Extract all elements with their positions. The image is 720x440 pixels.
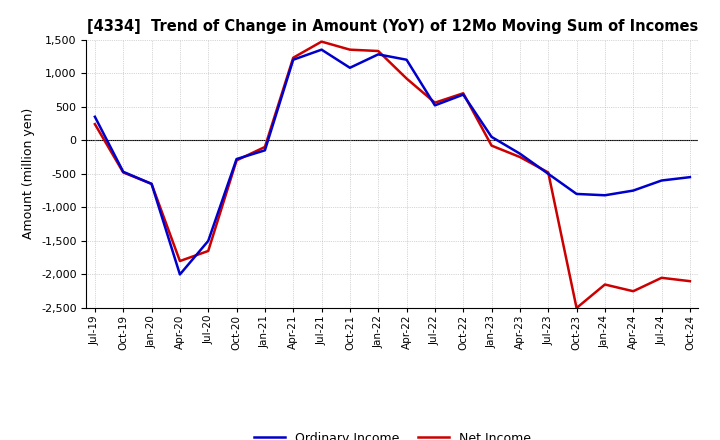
Net Income [431,100,439,105]
Net Income [119,170,127,175]
Ordinary Income [685,175,694,180]
Net Income [233,158,241,163]
Net Income [600,282,609,287]
Y-axis label: Amount (million yen): Amount (million yen) [22,108,35,239]
Net Income [572,305,581,311]
Net Income [318,39,326,44]
Ordinary Income [289,57,297,62]
Ordinary Income [119,169,127,174]
Ordinary Income [148,181,156,187]
Line: Net Income: Net Income [95,42,690,308]
Ordinary Income [487,134,496,139]
Net Income [289,55,297,60]
Net Income [459,91,467,96]
Ordinary Income [431,103,439,108]
Net Income [176,258,184,264]
Ordinary Income [402,57,411,62]
Net Income [91,121,99,127]
Title: [4334]  Trend of Change in Amount (YoY) of 12Mo Moving Sum of Incomes: [4334] Trend of Change in Amount (YoY) o… [87,19,698,34]
Ordinary Income [629,188,637,193]
Net Income [148,181,156,187]
Line: Ordinary Income: Ordinary Income [95,50,690,275]
Net Income [204,248,212,253]
Net Income [685,279,694,284]
Ordinary Income [516,151,524,156]
Net Income [261,144,269,150]
Net Income [544,170,552,175]
Ordinary Income [657,178,666,183]
Ordinary Income [318,47,326,52]
Ordinary Income [176,272,184,277]
Ordinary Income [233,156,241,161]
Ordinary Income [572,191,581,197]
Net Income [346,47,354,52]
Ordinary Income [600,193,609,198]
Net Income [516,154,524,160]
Net Income [374,48,382,54]
Net Income [657,275,666,280]
Ordinary Income [204,238,212,244]
Ordinary Income [91,114,99,119]
Ordinary Income [261,148,269,153]
Net Income [402,76,411,81]
Net Income [487,143,496,148]
Ordinary Income [374,52,382,57]
Net Income [629,289,637,294]
Ordinary Income [459,92,467,97]
Ordinary Income [544,171,552,176]
Legend: Ordinary Income, Net Income: Ordinary Income, Net Income [248,427,536,440]
Ordinary Income [346,65,354,70]
